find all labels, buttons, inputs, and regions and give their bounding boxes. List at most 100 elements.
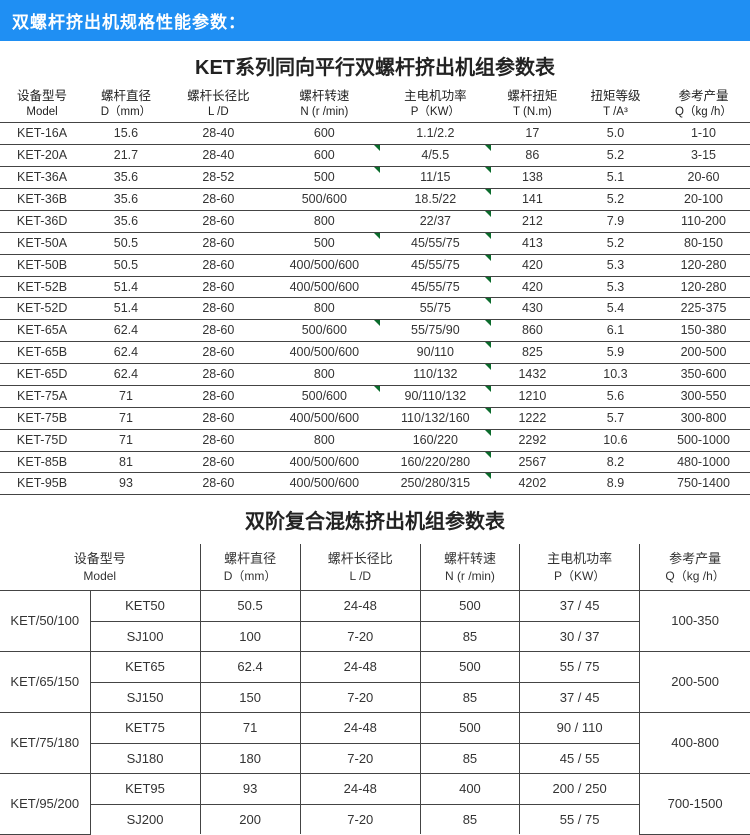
table1-col-header: 螺杆直径 D（mm） [84,86,168,123]
table1-cell: 62.4 [84,364,168,386]
table1-cell: 825 [491,342,574,364]
table1-cell: 138 [491,167,574,189]
table2-cell: 24-48 [300,713,420,744]
table2-group-cell: KET/50/100 [0,591,90,652]
col-l1: 螺杆扭矩 [507,89,557,103]
col-l2: T (N.m) [495,105,570,121]
table2-output-cell: 100-350 [640,591,750,652]
table1-cell: 4/5.5 [380,145,491,167]
table1-cell: 600 [269,145,380,167]
table1-cell: 90/110 [380,342,491,364]
table2-cell: 24-48 [300,591,420,622]
table1-cell: 93 [84,473,168,495]
table1-cell: 50.5 [84,254,168,276]
table1-cell: KET-65D [0,364,84,386]
table1-cell: 500/600 [269,385,380,407]
table2-group-cell: KET/95/200 [0,774,90,835]
table1-cell: 1210 [491,385,574,407]
col-l1: 设备型号 [74,551,126,566]
table2-row: KET/75/180KET757124-4850090 / 110400-800 [0,713,750,744]
table2-cell: 7-20 [300,804,420,834]
table2-cell: 85 [420,743,519,774]
table2-cell: 7-20 [300,743,420,774]
table2-cell: 85 [420,804,519,834]
table1-col-header: 设备型号Model [0,86,84,123]
table1-cell: 3-15 [657,145,750,167]
table1-row: KET-36D35.628-6080022/372127.9110-200 [0,210,750,232]
table1-cell: 5.4 [574,298,657,320]
table1-cell: 51.4 [84,298,168,320]
table1-cell: 860 [491,320,574,342]
table2-output-cell: 200-500 [640,652,750,713]
table2-row: SJ1501507-208537 / 45 [0,682,750,713]
table1-cell: 28-60 [168,385,269,407]
table1-row: KET-75B7128-60400/500/600110/132/1601222… [0,407,750,429]
table1-cell: 5.0 [574,123,657,145]
table1-cell: 86 [491,145,574,167]
table2-col-header: 主电机功率P（KW） [520,544,640,590]
table2-cell: 93 [200,774,300,805]
table1-row: KET-20A21.728-406004/5.5865.23-15 [0,145,750,167]
table1-cell: 430 [491,298,574,320]
col-l2: Model [4,568,196,584]
table2-cell: 71 [200,713,300,744]
table2-cell: KET95 [90,774,200,805]
table1-cell: 150-380 [657,320,750,342]
table1-cell: KET-20A [0,145,84,167]
table1-cell: KET-50A [0,232,84,254]
col-l1: 螺杆直径 [101,89,151,103]
table1-cell: 5.3 [574,254,657,276]
table1-cell: 6.1 [574,320,657,342]
table1-cell: KET-65B [0,342,84,364]
table1-cell: 1432 [491,364,574,386]
table1-cell: 28-60 [168,364,269,386]
table1-cell: 4202 [491,473,574,495]
table1-cell: 500 [269,232,380,254]
table1-cell: 20-100 [657,189,750,211]
table1-cell: 28-40 [168,123,269,145]
col-l1: 参考产量 [678,89,728,103]
table1-cell: 20-60 [657,167,750,189]
table1-cell: 200-500 [657,342,750,364]
table1-cell: KET-65A [0,320,84,342]
table1-cell: 1222 [491,407,574,429]
table2-output-cell: 700-1500 [640,774,750,835]
col-l2: N (r /min) [425,568,515,584]
table1-cell: KET-52D [0,298,84,320]
table1-cell: KET-16A [0,123,84,145]
table2-cell: 37 / 45 [520,682,640,713]
table1-cell: 5.2 [574,145,657,167]
table1-cell: 160/220 [380,429,491,451]
table1-cell: 110/132/160 [380,407,491,429]
table1-cell: 22/37 [380,210,491,232]
table2-cell: 150 [200,682,300,713]
table1-cell: 11/15 [380,167,491,189]
table2-cell: KET75 [90,713,200,744]
table2-cell: 100 [200,621,300,652]
table2-cell: 180 [200,743,300,774]
table1-cell: 28-60 [168,320,269,342]
col-l1: 主电机功率 [547,551,612,566]
table1-cell: 45/55/75 [380,232,491,254]
col-l1: 螺杆长径比 [187,89,250,103]
table1-cell: 800 [269,429,380,451]
col-l2: D（mm） [88,105,164,121]
table1-row: KET-36A35.628-5250011/151385.120-60 [0,167,750,189]
table1-cell: 120-280 [657,276,750,298]
col-l2: L /D [305,568,416,584]
table2-col-header: 螺杆转速N (r /min) [420,544,519,590]
table1-cell: 5.7 [574,407,657,429]
col-l1: 参考产量 [669,551,721,566]
table2-cell: 400 [420,774,519,805]
table1-row: KET-36B35.628-60500/60018.5/221415.220-1… [0,189,750,211]
table1-cell: 400/500/600 [269,407,380,429]
col-l2: D（mm） [205,568,296,584]
table2-row: SJ1801807-208545 / 55 [0,743,750,774]
col-l1: 螺杆直径 [224,551,276,566]
table2-cell: 24-48 [300,774,420,805]
table1-cell: 160/220/280 [380,451,491,473]
table1-cell: 28-60 [168,210,269,232]
table1-row: KET-65D62.428-60800110/132143210.3350-60… [0,364,750,386]
table1-cell: 1-10 [657,123,750,145]
table1-col-header: 螺杆转速N (r /min) [269,86,380,123]
